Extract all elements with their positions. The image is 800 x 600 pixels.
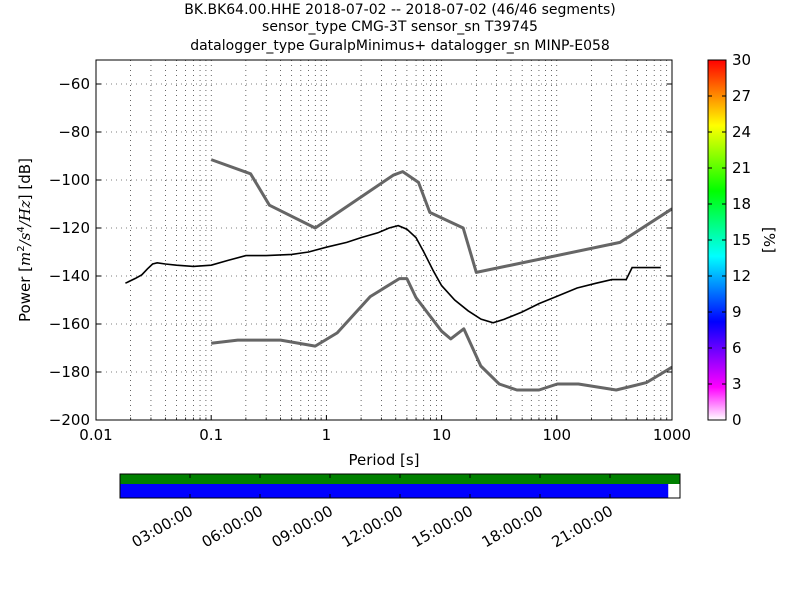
noise-model-nhnm	[210, 158, 672, 274]
y-label-m: m	[16, 252, 34, 266]
colorbar-tick-label: 30	[732, 51, 751, 69]
title-line-2: sensor_type CMG-3T sensor_sn T39745	[262, 19, 538, 35]
colorbar-tick-label: 0	[732, 411, 742, 429]
timeline-tick-label: 12:00:00	[339, 502, 406, 551]
timeline-tick-label: 06:00:00	[199, 502, 266, 551]
timeline-tick-label: 15:00:00	[409, 502, 476, 551]
grid	[96, 60, 672, 420]
colorbar-ticks: 0 3 6 9 12 15 18 21 24 27 30	[708, 51, 751, 429]
title-line-3: datalogger_type GuralpMinimus+ datalogge…	[190, 38, 610, 54]
colorbar-tick-label: 27	[732, 87, 751, 105]
data-coverage-timeline: 03:00:00 06:00:00 09:00:00 12:00:00 15:00:00…	[119, 473, 681, 551]
colorbar-tick-label: 24	[732, 123, 751, 141]
y-tick-label: −160	[49, 315, 90, 333]
plot-frame	[95, 59, 673, 421]
noise-models	[210, 158, 672, 392]
timeline-tick-label: 03:00:00	[129, 502, 196, 551]
x-tick-label: 10	[432, 426, 451, 444]
colorbar-tick-label: 9	[732, 303, 742, 321]
timeline-tick-label: 09:00:00	[269, 502, 336, 551]
mean-psd	[125, 224, 661, 324]
x-tick-label: 0.01	[79, 426, 112, 444]
colorbar-tick-label: 3	[732, 375, 742, 393]
colorbar-tick-label: 12	[732, 267, 751, 285]
title-line-1: BK.BK64.00.HHE 2018-07-02 -- 2018-07-02 …	[184, 2, 616, 18]
y-tick-label: −180	[49, 363, 90, 381]
noise-model-nlnm	[211, 277, 672, 392]
colorbar-tick-label: 18	[732, 195, 751, 213]
timeline-tick-label: 18:00:00	[479, 502, 546, 551]
y-tick-label: −140	[49, 267, 90, 285]
mean-psd-line	[125, 224, 661, 324]
x-tick-label: 0.1	[199, 426, 223, 444]
y-axis: −60 −80 −100 −120 −140 −160 −180 −200	[49, 75, 672, 429]
timeline-row-data-available	[120, 474, 680, 484]
colorbar-tick-label: 15	[732, 231, 751, 249]
y-label-prefix: Power [	[16, 266, 34, 322]
y-label-s: /s	[16, 232, 34, 247]
y-tick-label: −120	[49, 219, 90, 237]
x-tick-label: 1000	[653, 426, 691, 444]
x-axis-label: Period [s]	[348, 451, 419, 469]
colorbar-label: [%]	[760, 227, 778, 253]
y-label-hz: /Hz	[16, 200, 34, 228]
y-tick-label: −200	[49, 411, 90, 429]
y-tick-label: −80	[58, 123, 90, 141]
x-axis: 0.01 0.1 1 10 100 1000	[79, 415, 691, 444]
x-tick-label: 100	[542, 426, 571, 444]
x-tick-label: 1	[322, 426, 332, 444]
colorbar-tick-label: 6	[732, 339, 742, 357]
y-tick-label: −100	[49, 171, 90, 189]
y-label-exp4: 4	[16, 226, 27, 232]
y-label-suffix: ] [dB]	[16, 158, 34, 200]
colorbar-tick-label: 21	[732, 159, 751, 177]
timeline-row-psd-used	[120, 484, 669, 498]
timeline-tick-label: 21:00:00	[549, 502, 616, 551]
y-label-exp2: 2	[16, 245, 27, 251]
y-axis-label: Power [m2/s4/Hz] [dB]	[16, 158, 34, 322]
y-tick-label: −60	[58, 75, 90, 93]
